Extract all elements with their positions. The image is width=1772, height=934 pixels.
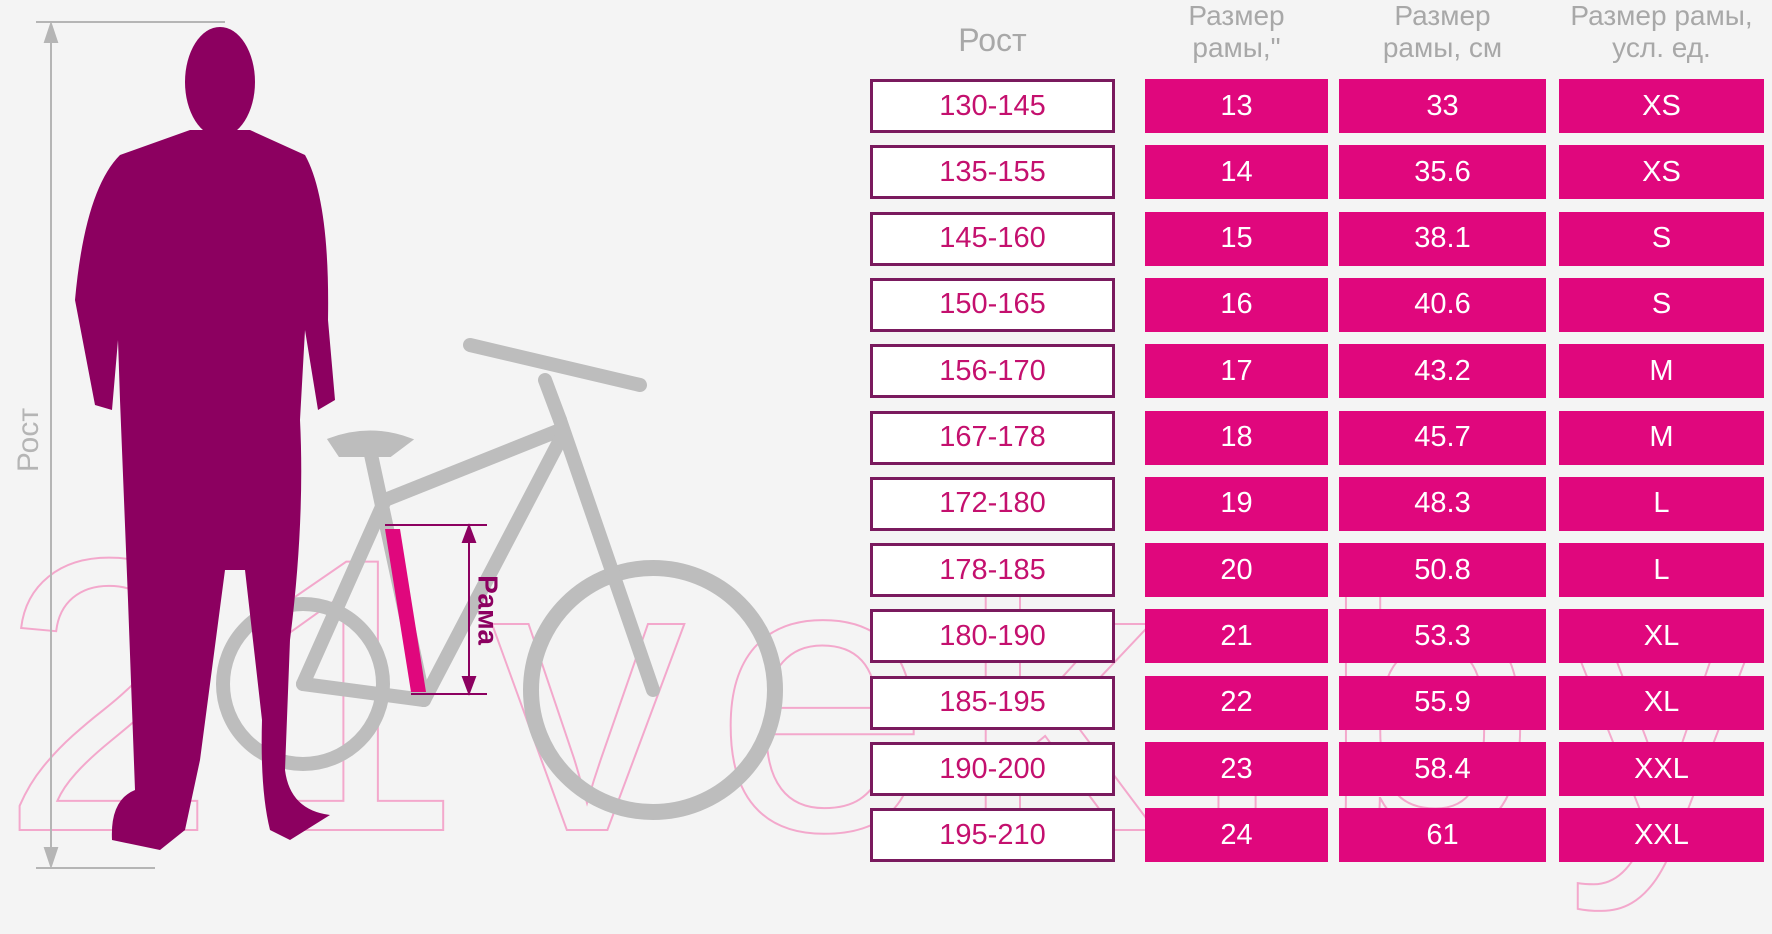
size-cell: L xyxy=(1559,476,1764,531)
size-cell: 23 xyxy=(1145,742,1328,796)
size-cell: L xyxy=(1559,543,1764,598)
column-header: Размер рамы, см xyxy=(1382,0,1503,63)
size-cell: 35.6 xyxy=(1339,145,1546,200)
size-cell: 15 xyxy=(1145,211,1328,266)
size-cell: XS xyxy=(1559,79,1764,133)
size-cell: M xyxy=(1559,344,1764,399)
size-cell: 55.9 xyxy=(1339,675,1546,730)
height-cell: 156-170 xyxy=(870,344,1115,399)
size-cell: 48.3 xyxy=(1339,476,1546,531)
size-cell: XL xyxy=(1559,675,1764,730)
size-cell: 14 xyxy=(1145,145,1328,200)
height-label: Рост xyxy=(12,408,45,472)
size-cell: XXL xyxy=(1559,808,1764,863)
size-cell: S xyxy=(1559,211,1764,266)
size-cell: 17 xyxy=(1145,344,1328,399)
height-cell: 130-145 xyxy=(870,79,1115,133)
size-cell: 20 xyxy=(1145,543,1328,598)
height-cell: 185-195 xyxy=(870,675,1115,730)
size-cell: XS xyxy=(1559,145,1764,200)
height-cell: 150-165 xyxy=(870,277,1115,332)
column-header: Размер рамы," xyxy=(1188,0,1285,63)
size-cell: 50.8 xyxy=(1339,543,1546,598)
height-cell: 195-210 xyxy=(870,808,1115,863)
size-cell: 24 xyxy=(1145,808,1328,863)
size-cell: 21 xyxy=(1145,609,1328,664)
height-cell: 178-185 xyxy=(870,543,1115,598)
frame-arrow xyxy=(385,523,487,696)
height-cell: 145-160 xyxy=(870,211,1115,266)
size-cell: 33 xyxy=(1339,79,1546,133)
size-cell: M xyxy=(1559,410,1764,465)
height-arrow xyxy=(36,20,225,870)
size-cell: 45.7 xyxy=(1339,410,1546,465)
column-header: Размер рамы, усл. ед. xyxy=(1570,0,1753,63)
size-cell: 13 xyxy=(1145,79,1328,133)
person-silhouette xyxy=(75,27,335,850)
size-cell: 40.6 xyxy=(1339,277,1546,332)
frame-tube xyxy=(385,529,426,692)
size-cell: XXL xyxy=(1559,742,1764,796)
size-cell: XL xyxy=(1559,609,1764,664)
column-header: Рост xyxy=(958,22,1027,58)
size-cell: 61 xyxy=(1339,808,1546,863)
height-cell: 167-178 xyxy=(870,410,1115,465)
size-cell: 16 xyxy=(1145,277,1328,332)
size-cell: 38.1 xyxy=(1339,211,1546,266)
height-cell: 172-180 xyxy=(870,476,1115,531)
size-cell: 53.3 xyxy=(1339,609,1546,664)
height-cell: 135-155 xyxy=(870,145,1115,200)
size-cell: 19 xyxy=(1145,476,1328,531)
frame-label: Рама xyxy=(473,575,504,645)
size-cell: 22 xyxy=(1145,675,1328,730)
size-cell: S xyxy=(1559,277,1764,332)
size-cell: 58.4 xyxy=(1339,742,1546,796)
height-cell: 180-190 xyxy=(870,609,1115,664)
size-cell: 18 xyxy=(1145,410,1328,465)
size-cell: 43.2 xyxy=(1339,344,1546,399)
height-cell: 190-200 xyxy=(870,742,1115,796)
